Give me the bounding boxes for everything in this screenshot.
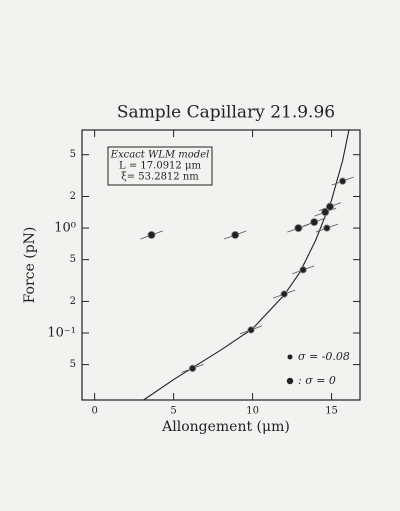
y-axis-label: Force (pN) [22,227,38,304]
legend-marker [286,377,294,385]
y-tick-label: 10⁰ [54,221,76,236]
annotation: L = 17.0912 μm [119,161,201,172]
plot-frame [81,129,361,401]
legend-label: σ = -0.08 [298,350,350,363]
point [247,326,255,334]
annotation-box [107,146,213,186]
point [339,177,347,185]
legend-marker [287,354,293,360]
y-tick-label: 5 [70,359,76,370]
point [147,230,156,239]
x-tick-label: 10 [246,406,259,417]
point [310,218,319,227]
point [323,224,331,232]
y-tick-label: 2 [70,191,76,202]
annotation: Excact WLM model [110,150,210,161]
annotation: ξ= 53.2812 nm [121,172,199,183]
point [280,290,288,298]
x-tick-label: 15 [325,406,338,417]
y-tick-label: 5 [70,149,76,160]
x-tick-label: 0 [91,406,97,417]
y-tick-label: 5 [70,254,76,265]
y-tick-label: 2 [70,296,76,307]
x-tick-label: 5 [170,406,176,417]
point [231,230,240,239]
y-tick-label: 10⁻¹ [47,326,76,341]
chart-title: Sample Capillary 21.9.96 [117,103,335,123]
fit-line [143,129,350,401]
point [325,202,334,211]
point [299,266,307,274]
legend-label: : σ = 0 [298,374,336,387]
x-axis-label: Allongement (μm) [161,419,290,435]
point [294,224,303,233]
point [188,364,197,373]
